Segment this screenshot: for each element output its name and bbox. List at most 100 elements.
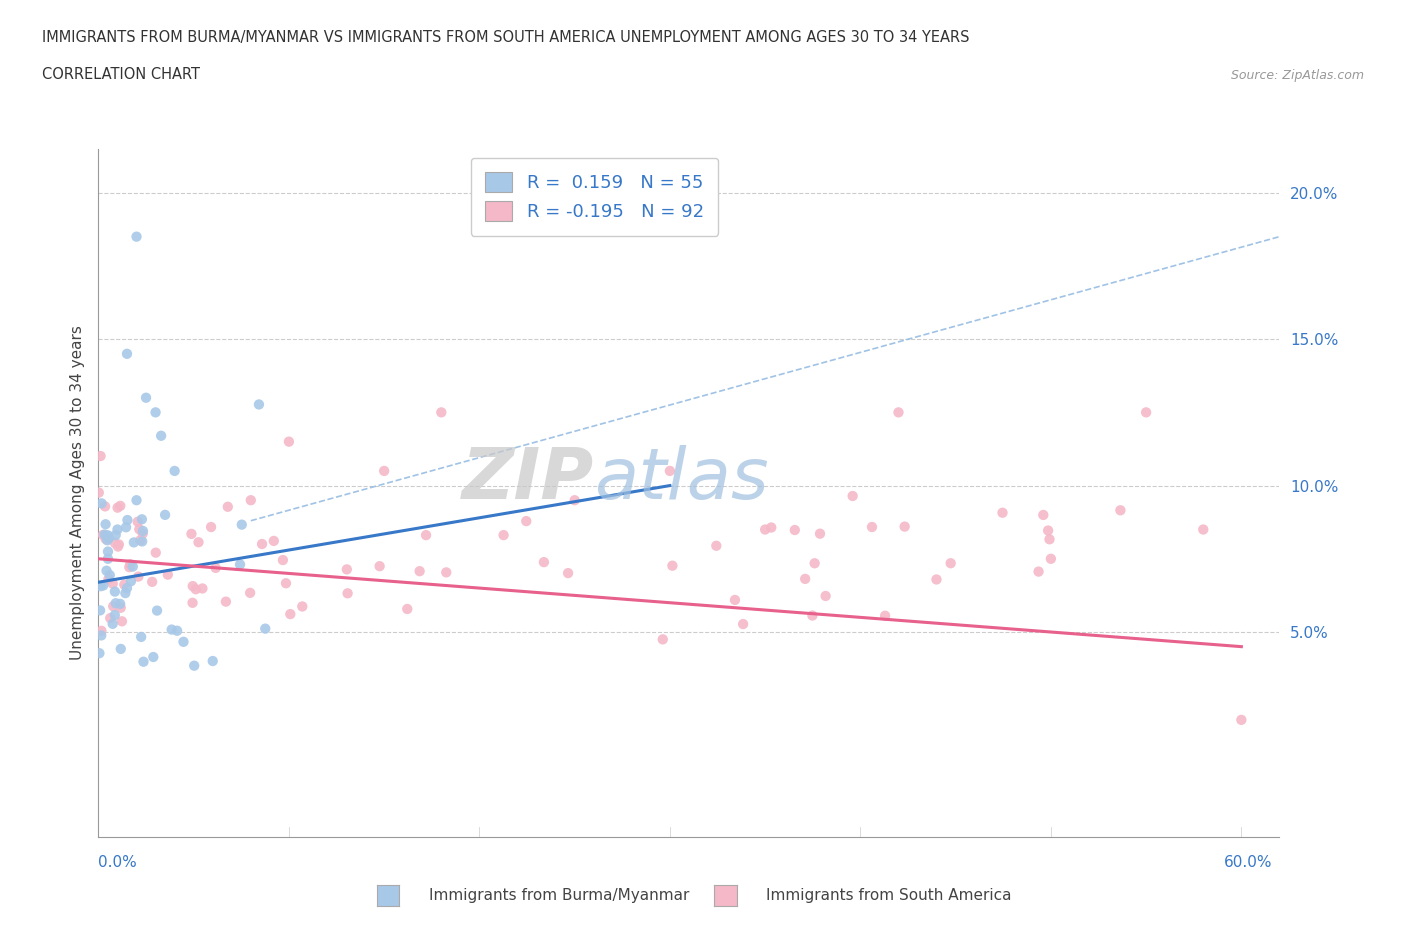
- Point: [1036, 523, 1059, 538]
- Point: [107, 522, 129, 537]
- Text: Source: ZipAtlas.com: Source: ZipAtlas.com: [1230, 69, 1364, 82]
- Point: [112, 578, 135, 592]
- Point: [128, 522, 150, 537]
- Point: [150, 429, 173, 444]
- Point: [651, 631, 673, 646]
- Point: [661, 558, 683, 573]
- Text: IMMIGRANTS FROM BURMA/MYANMAR VS IMMIGRANTS FROM SOUTH AMERICA UNEMPLOYMENT AMON: IMMIGRANTS FROM BURMA/MYANMAR VS IMMIGRA…: [42, 30, 970, 45]
- Point: [141, 575, 163, 590]
- Point: [1135, 405, 1157, 419]
- Legend: R =  0.159   N = 55, R = -0.195   N = 92: R = 0.159 N = 55, R = -0.195 N = 92: [471, 158, 718, 235]
- Point: [111, 614, 134, 629]
- Point: [247, 397, 270, 412]
- Y-axis label: Unemployment Among Ages 30 to 34 years: Unemployment Among Ages 30 to 34 years: [69, 326, 84, 660]
- Point: [336, 586, 359, 601]
- Point: [803, 556, 825, 571]
- Point: [90, 628, 112, 643]
- Point: [925, 572, 948, 587]
- Text: Immigrants from Burma/Myanmar: Immigrants from Burma/Myanmar: [429, 888, 689, 903]
- Point: [368, 559, 391, 574]
- Point: [101, 617, 124, 631]
- Point: [801, 608, 824, 623]
- Point: [120, 557, 142, 572]
- Point: [122, 535, 145, 550]
- Point: [98, 531, 121, 546]
- Point: [893, 519, 915, 534]
- Point: [108, 537, 131, 551]
- Point: [415, 527, 437, 542]
- Text: 0.0%: 0.0%: [98, 855, 138, 870]
- Point: [181, 578, 204, 593]
- Point: [127, 514, 149, 529]
- Point: [131, 512, 153, 526]
- Point: [146, 604, 169, 618]
- Point: [156, 567, 179, 582]
- Point: [1230, 712, 1253, 727]
- Point: [204, 561, 226, 576]
- Point: [97, 572, 120, 587]
- Point: [887, 405, 910, 419]
- Point: [129, 533, 152, 548]
- Point: [118, 560, 141, 575]
- Point: [94, 532, 117, 547]
- Point: [145, 405, 167, 419]
- Point: [183, 658, 205, 673]
- Point: [166, 623, 188, 638]
- Point: [132, 524, 155, 538]
- Point: [97, 551, 120, 566]
- Point: [217, 499, 239, 514]
- Point: [97, 544, 120, 559]
- Point: [814, 589, 837, 604]
- Point: [96, 564, 118, 578]
- Point: [91, 527, 114, 542]
- Point: [103, 599, 125, 614]
- Point: [125, 229, 148, 244]
- Point: [160, 622, 183, 637]
- Point: [97, 528, 120, 543]
- Point: [215, 594, 238, 609]
- Point: [564, 493, 586, 508]
- Point: [724, 592, 747, 607]
- Point: [94, 517, 117, 532]
- Point: [754, 522, 776, 537]
- Point: [1028, 565, 1050, 579]
- Point: [94, 499, 117, 514]
- Point: [104, 607, 127, 622]
- Point: [278, 606, 301, 621]
- Point: [939, 556, 962, 571]
- Point: [163, 463, 186, 478]
- Point: [841, 488, 863, 503]
- Point: [90, 448, 112, 463]
- Point: [181, 595, 204, 610]
- Point: [91, 578, 114, 592]
- Point: [434, 565, 457, 579]
- Point: [87, 485, 110, 500]
- Point: [132, 526, 155, 541]
- Text: ZIP: ZIP: [463, 445, 595, 513]
- Point: [98, 611, 121, 626]
- Point: [89, 603, 111, 618]
- Point: [808, 526, 831, 541]
- Point: [277, 434, 299, 449]
- Point: [96, 533, 118, 548]
- Point: [200, 520, 222, 535]
- Point: [101, 577, 124, 591]
- Point: [90, 496, 112, 511]
- Point: [117, 512, 139, 527]
- Point: [291, 599, 314, 614]
- Point: [191, 581, 214, 596]
- Point: [135, 391, 157, 405]
- Point: [115, 520, 138, 535]
- Point: [90, 623, 112, 638]
- Point: [93, 527, 115, 542]
- Point: [658, 463, 681, 478]
- Point: [115, 346, 138, 361]
- Point: [114, 586, 136, 601]
- Point: [127, 569, 149, 584]
- Point: [110, 601, 132, 616]
- Point: [115, 580, 138, 595]
- Point: [557, 565, 579, 580]
- Point: [104, 527, 127, 542]
- Point: [104, 536, 127, 551]
- Point: [336, 562, 359, 577]
